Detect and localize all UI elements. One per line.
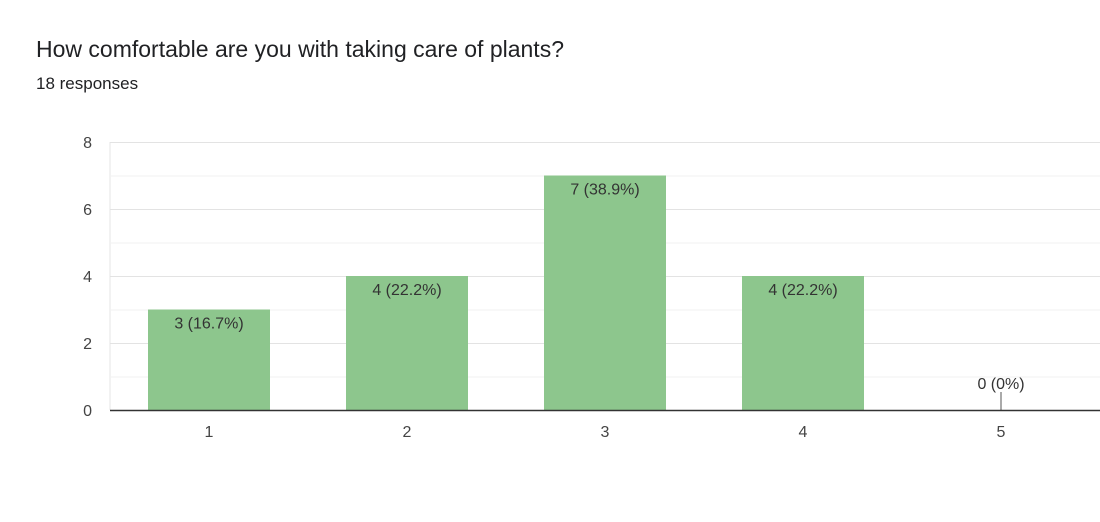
y-tick-label: 0 bbox=[83, 403, 92, 420]
data-label: 7 (38.9%) bbox=[570, 182, 639, 199]
x-axis-ticks: 1 2 3 4 5 bbox=[205, 424, 1006, 441]
data-label: 0 (0%) bbox=[977, 376, 1024, 393]
data-label: 4 (22.2%) bbox=[372, 282, 441, 299]
y-tick-label: 4 bbox=[83, 269, 92, 286]
x-tick-label: 2 bbox=[403, 424, 412, 441]
chart-title: How comfortable are you with taking care… bbox=[36, 36, 564, 62]
bar[interactable] bbox=[346, 276, 468, 410]
x-tick-label: 3 bbox=[601, 424, 610, 441]
data-label: 4 (22.2%) bbox=[768, 282, 837, 299]
bars bbox=[148, 175, 1002, 411]
data-labels: 3 (16.7%) 4 (22.2%) 7 (38.9%) 4 (22.2%) 0 (0… bbox=[174, 182, 1024, 394]
y-tick-label: 8 bbox=[83, 135, 92, 152]
data-label: 3 (16.7%) bbox=[174, 316, 243, 333]
x-tick-label: 1 bbox=[205, 424, 214, 441]
response-count: 18 responses bbox=[36, 74, 139, 93]
bar[interactable] bbox=[544, 175, 666, 411]
y-axis-ticks: 0 2 4 6 8 bbox=[83, 135, 92, 420]
x-tick-label: 4 bbox=[799, 424, 808, 441]
x-tick-label: 5 bbox=[997, 424, 1006, 441]
y-tick-label: 2 bbox=[83, 336, 92, 353]
bar[interactable] bbox=[742, 276, 864, 410]
bar[interactable] bbox=[148, 309, 270, 411]
y-tick-label: 6 bbox=[83, 202, 92, 219]
